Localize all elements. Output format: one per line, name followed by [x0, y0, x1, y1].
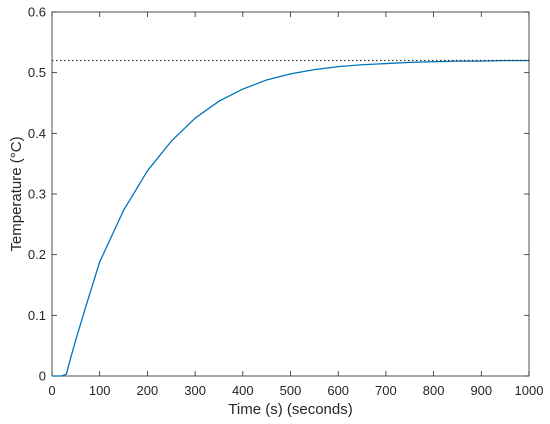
x-tick-label: 300 — [184, 383, 206, 398]
x-tick-label: 600 — [327, 383, 349, 398]
plot-area — [51, 11, 530, 377]
x-tick-label: 0 — [48, 383, 55, 398]
y-tick-label: 0.4 — [28, 126, 46, 141]
x-tick-label: 800 — [423, 383, 445, 398]
x-tick-label: 1000 — [515, 383, 544, 398]
y-axis-label: Temperature (°C) — [8, 136, 25, 251]
x-tick-label: 100 — [89, 383, 111, 398]
x-axis-label: Time (s) (seconds) — [228, 401, 352, 418]
axis-ticks: 0 100 200 300 400 500 600 700 800 900 1000 0 0.1 0.2 0… — [28, 5, 544, 399]
y-tick-label: 0.2 — [28, 247, 46, 262]
x-tick-label: 400 — [232, 383, 254, 398]
x-tick-label: 900 — [470, 383, 492, 398]
y-tick-label: 0.1 — [28, 308, 46, 323]
y-tick-label: 0 — [39, 369, 46, 384]
x-tick-label: 200 — [137, 383, 159, 398]
y-tick-label: 0.3 — [28, 187, 46, 202]
y-tick-label: 0.6 — [28, 5, 46, 20]
series-group — [52, 59, 529, 377]
x-tick-label: 700 — [375, 383, 397, 398]
temperature-response-line — [52, 59, 529, 377]
y-tick-label: 0.5 — [28, 65, 46, 80]
x-tick-label: 500 — [280, 383, 302, 398]
